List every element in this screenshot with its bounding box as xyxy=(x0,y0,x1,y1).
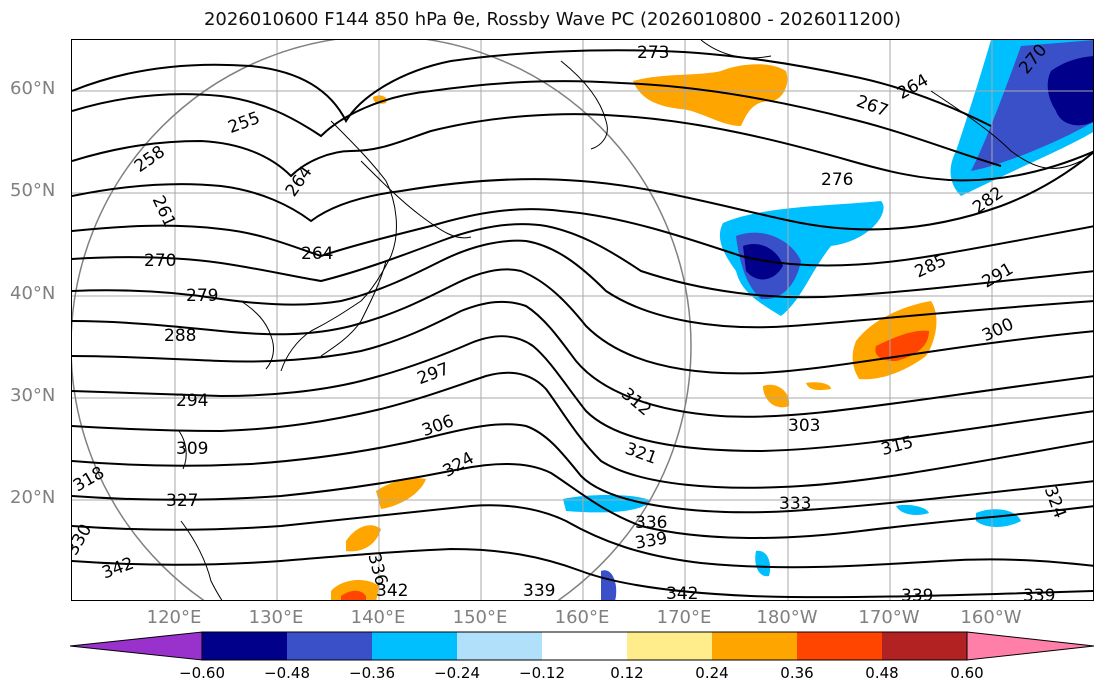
coastline-asia xyxy=(280,120,397,372)
colorbar-tick-label: 0.36 xyxy=(780,664,814,682)
negative-anomaly-blob-south2 xyxy=(976,509,1021,527)
colorbar-segment-max xyxy=(966,631,1095,661)
colorbar-tick-label: 0.24 xyxy=(695,664,729,682)
colorbar-segment-min xyxy=(69,631,203,661)
graticule xyxy=(72,40,1093,600)
colorbar-segment xyxy=(457,632,542,660)
contour-label: 333 xyxy=(779,494,811,514)
lon-label-160w: 160°W xyxy=(960,607,1022,628)
lat-label-60n: 60°N xyxy=(10,78,56,99)
contour-label: 312 xyxy=(617,384,655,420)
contour-label: 303 xyxy=(788,416,820,436)
contour-label: 339 xyxy=(1023,586,1055,601)
coastline-kamchatka xyxy=(560,60,608,150)
lon-label-160e: 160°E xyxy=(554,607,610,628)
contour-label: 264 xyxy=(894,70,932,104)
contour-label: 324 xyxy=(440,448,478,482)
colorbar-segment xyxy=(287,632,372,660)
positive-anomaly-blob-small1 xyxy=(763,384,790,408)
coastlines xyxy=(178,40,1082,600)
colorbar-segment xyxy=(712,632,797,660)
contour-label: 306 xyxy=(419,411,456,441)
lat-label-50n: 50°N xyxy=(10,180,56,201)
contour-label: 336 xyxy=(635,513,667,533)
contour-label: 267 xyxy=(853,91,890,121)
contour-label: 264 xyxy=(301,244,333,264)
colorbar-tick-label: 0.60 xyxy=(950,664,984,682)
colorbar-segment xyxy=(882,632,967,660)
colorbar-segment xyxy=(542,632,627,660)
contour-label: 318 xyxy=(72,463,108,497)
contour-label: 339 xyxy=(634,528,669,553)
contour-label: 342 xyxy=(99,554,136,584)
colorbar xyxy=(69,631,1095,661)
colorbar-segment xyxy=(202,632,287,660)
colorbar-tick-label: −0.48 xyxy=(264,664,310,682)
negative-anomaly-blob-south5 xyxy=(896,504,929,515)
contour-label: 288 xyxy=(164,326,196,346)
theta-e-contours xyxy=(72,49,1093,599)
contour-label: 327 xyxy=(166,491,198,511)
contour-label: 339 xyxy=(523,581,555,601)
lat-label-20n: 20°N xyxy=(10,487,56,508)
positive-anomaly-blob-east-core xyxy=(875,330,929,361)
colorbar-tick-label: 0.48 xyxy=(865,664,899,682)
contour-label: 309 xyxy=(176,439,208,459)
lon-label-170e: 170°E xyxy=(656,607,712,628)
lon-label-140e: 140°E xyxy=(350,607,406,628)
contour-label: 285 xyxy=(912,251,950,283)
contour-label: 315 xyxy=(879,432,916,460)
contour-label: 270 xyxy=(144,251,176,271)
colorbar-tick-label: −0.12 xyxy=(519,664,565,682)
contour-label: 321 xyxy=(622,439,659,469)
colorbar-tick-label: −0.24 xyxy=(434,664,480,682)
colorbar-segment xyxy=(372,632,457,660)
contour-label: 342 xyxy=(666,584,698,601)
contour-label: 276 xyxy=(821,170,853,190)
positive-anomaly-blob-west2 xyxy=(346,525,381,552)
map-area: 273 270 264 267 255 258 264 276 282 261 … xyxy=(71,39,1094,601)
lon-label-170w: 170°W xyxy=(858,607,920,628)
negative-anomaly-blob-south3 xyxy=(601,570,617,600)
lon-label-120e: 120°E xyxy=(146,607,202,628)
contour-label: 324 xyxy=(1040,484,1070,521)
contour-label: 258 xyxy=(131,142,169,177)
lon-label-150e: 150°E xyxy=(452,607,508,628)
coastline-philippines xyxy=(180,520,223,600)
contour-label: 291 xyxy=(979,259,1017,293)
positive-anomaly-blob-west3-core xyxy=(341,590,366,600)
contour-label: 255 xyxy=(225,108,262,138)
contour-label: 339 xyxy=(901,586,933,601)
positive-anomaly-blob-north xyxy=(633,64,788,126)
colorbar-tick-label: −0.60 xyxy=(179,664,225,682)
lat-label-40n: 40°N xyxy=(10,283,56,304)
distance-circle xyxy=(72,40,692,600)
positive-anomaly-blob-west1 xyxy=(376,478,426,509)
colorbar-tick-label: −0.36 xyxy=(349,664,395,682)
lon-label-130e: 130°E xyxy=(248,607,304,628)
positive-anomaly-shading xyxy=(331,64,937,600)
colorbar-segment xyxy=(627,632,712,660)
contour-label: 279 xyxy=(186,286,218,306)
map-title: 2026010600 F144 850 hPa θe, Rossby Wave … xyxy=(203,9,902,30)
lat-label-30n: 30°N xyxy=(10,385,56,406)
contour-label: 342 xyxy=(376,581,408,601)
colorbar-tick-label: 0.12 xyxy=(610,664,644,682)
contour-label: 273 xyxy=(637,43,669,63)
negative-anomaly-blob-south4 xyxy=(755,550,771,577)
contour-label: 264 xyxy=(282,163,317,201)
colorbar-segment xyxy=(797,632,882,660)
positive-anomaly-blob-small2 xyxy=(806,382,831,391)
lon-label-180w: 180°W xyxy=(756,607,818,628)
contour-label: 294 xyxy=(176,391,208,411)
negative-anomaly-blob-central-deep xyxy=(743,243,783,280)
